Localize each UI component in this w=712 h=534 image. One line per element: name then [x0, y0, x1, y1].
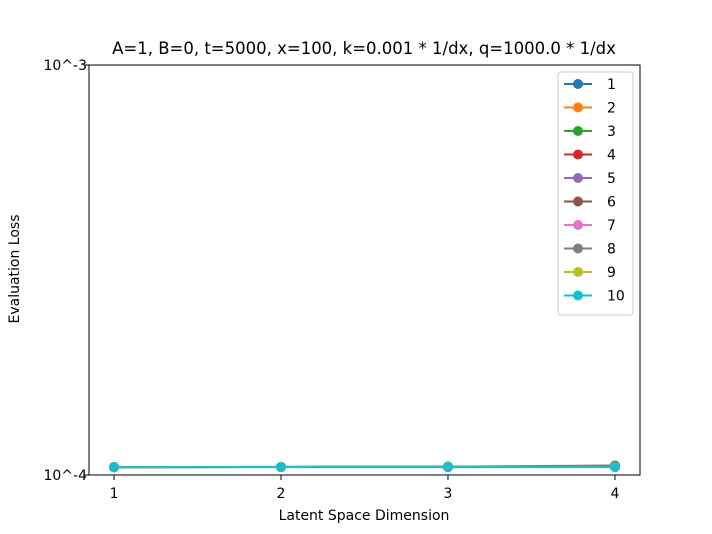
legend-marker: [573, 243, 583, 254]
legend-marker: [573, 79, 583, 89]
legend-entry: 10: [564, 289, 625, 305]
legend-label: 7: [607, 218, 616, 234]
legend-entry: 1: [564, 77, 616, 93]
axis-ticks: 1 2 3 4 10^-3 10^-4: [43, 58, 619, 502]
legend-label: 3: [607, 124, 616, 140]
legend-entry: 4: [564, 148, 616, 164]
data-point: [442, 462, 453, 473]
legend-entry: 5: [564, 171, 616, 187]
data-point: [609, 462, 620, 473]
legend-entry: 7: [564, 218, 616, 234]
y-tick-label: 10^-3: [43, 58, 87, 74]
data-point: [276, 462, 287, 473]
legend-entry: 3: [564, 124, 616, 140]
x-tick-label: 4: [610, 486, 619, 502]
legend-marker: [573, 173, 583, 183]
legend-marker: [573, 220, 583, 230]
legend-marker: [573, 267, 583, 277]
plot-area: [109, 460, 620, 473]
legend-entry: 9: [564, 265, 616, 281]
legend-label: 4: [607, 148, 616, 164]
legend-marker: [573, 126, 583, 136]
legend-label: 8: [607, 242, 616, 258]
x-tick-label: 2: [277, 486, 286, 502]
data-point: [109, 462, 120, 473]
legend-marker: [573, 102, 583, 113]
series-10: [109, 462, 620, 473]
legend-entry: 2: [564, 101, 616, 117]
legend-marker: [573, 149, 583, 160]
legend-label: 1: [607, 77, 616, 93]
legend-marker: [573, 290, 583, 301]
legend-label: 6: [607, 195, 616, 211]
x-axis-label: Latent Space Dimension: [279, 508, 450, 524]
legend-entry: 8: [564, 242, 616, 258]
y-axis-label: Evaluation Loss: [7, 214, 23, 323]
y-tick-label: 10^-4: [43, 468, 87, 484]
legend: 1 2 3 4 5 6 7 8 9 10: [557, 71, 634, 316]
x-tick-label: 1: [110, 486, 119, 502]
x-tick-label: 3: [444, 486, 453, 502]
legend-label: 5: [607, 171, 616, 187]
plot-frame: [88, 64, 641, 476]
legend-label: 10: [607, 289, 625, 305]
legend-marker: [573, 196, 583, 207]
legend-label: 9: [607, 265, 616, 281]
chart-title: A=1, B=0, t=5000, x=100, k=0.001 * 1/dx,…: [112, 39, 616, 58]
legend-entry: 6: [564, 195, 616, 211]
legend-label: 2: [607, 101, 616, 117]
